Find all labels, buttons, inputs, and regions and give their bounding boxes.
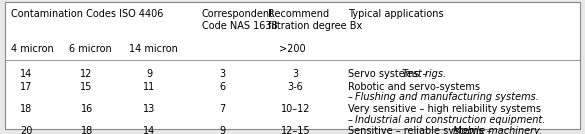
Text: Industrial and construction equipment.: Industrial and construction equipment. (355, 115, 545, 125)
Text: 3-6: 3-6 (288, 82, 303, 92)
Text: 17: 17 (20, 82, 33, 92)
Text: Test rigs.: Test rigs. (402, 69, 446, 79)
Text: Recommend
filtration degree Bx: Recommend filtration degree Bx (268, 9, 362, 31)
Text: 14: 14 (143, 126, 155, 134)
Text: Contamination Codes ISO 4406: Contamination Codes ISO 4406 (11, 9, 163, 19)
Text: 16: 16 (81, 104, 92, 114)
Text: Correspondent
Code NAS 1638: Correspondent Code NAS 1638 (202, 9, 277, 31)
Text: >200: >200 (279, 44, 306, 54)
Text: 7: 7 (219, 104, 225, 114)
FancyBboxPatch shape (5, 2, 580, 129)
Text: Servo systems –: Servo systems – (348, 69, 431, 79)
Text: 11: 11 (143, 82, 155, 92)
Text: –: – (348, 115, 356, 125)
Text: 9: 9 (146, 69, 152, 79)
Text: 18: 18 (20, 104, 32, 114)
Text: Flushing and manufacturing systems.: Flushing and manufacturing systems. (355, 92, 539, 103)
Text: 6 micron: 6 micron (69, 44, 112, 54)
Text: 14: 14 (20, 69, 32, 79)
Text: 12–15: 12–15 (281, 126, 310, 134)
Text: 10–12: 10–12 (281, 104, 310, 114)
Text: 3: 3 (219, 69, 225, 79)
Text: 3: 3 (292, 69, 298, 79)
Text: 9: 9 (219, 126, 225, 134)
Text: Typical applications: Typical applications (348, 9, 443, 19)
Text: Mobile machinery.: Mobile machinery. (453, 126, 542, 134)
Text: 13: 13 (143, 104, 155, 114)
Text: 20: 20 (20, 126, 33, 134)
Text: –: – (348, 92, 356, 103)
Text: Sensitive – reliable systems –: Sensitive – reliable systems – (348, 126, 495, 134)
Text: 15: 15 (80, 82, 93, 92)
Text: 6: 6 (219, 82, 225, 92)
Text: Robotic and servo-systems: Robotic and servo-systems (348, 82, 480, 92)
Text: 18: 18 (81, 126, 92, 134)
Text: 4 micron: 4 micron (11, 44, 53, 54)
Text: 14 micron: 14 micron (129, 44, 178, 54)
Text: Very sensitive – high reliability systems: Very sensitive – high reliability system… (348, 104, 541, 114)
Text: 12: 12 (80, 69, 93, 79)
